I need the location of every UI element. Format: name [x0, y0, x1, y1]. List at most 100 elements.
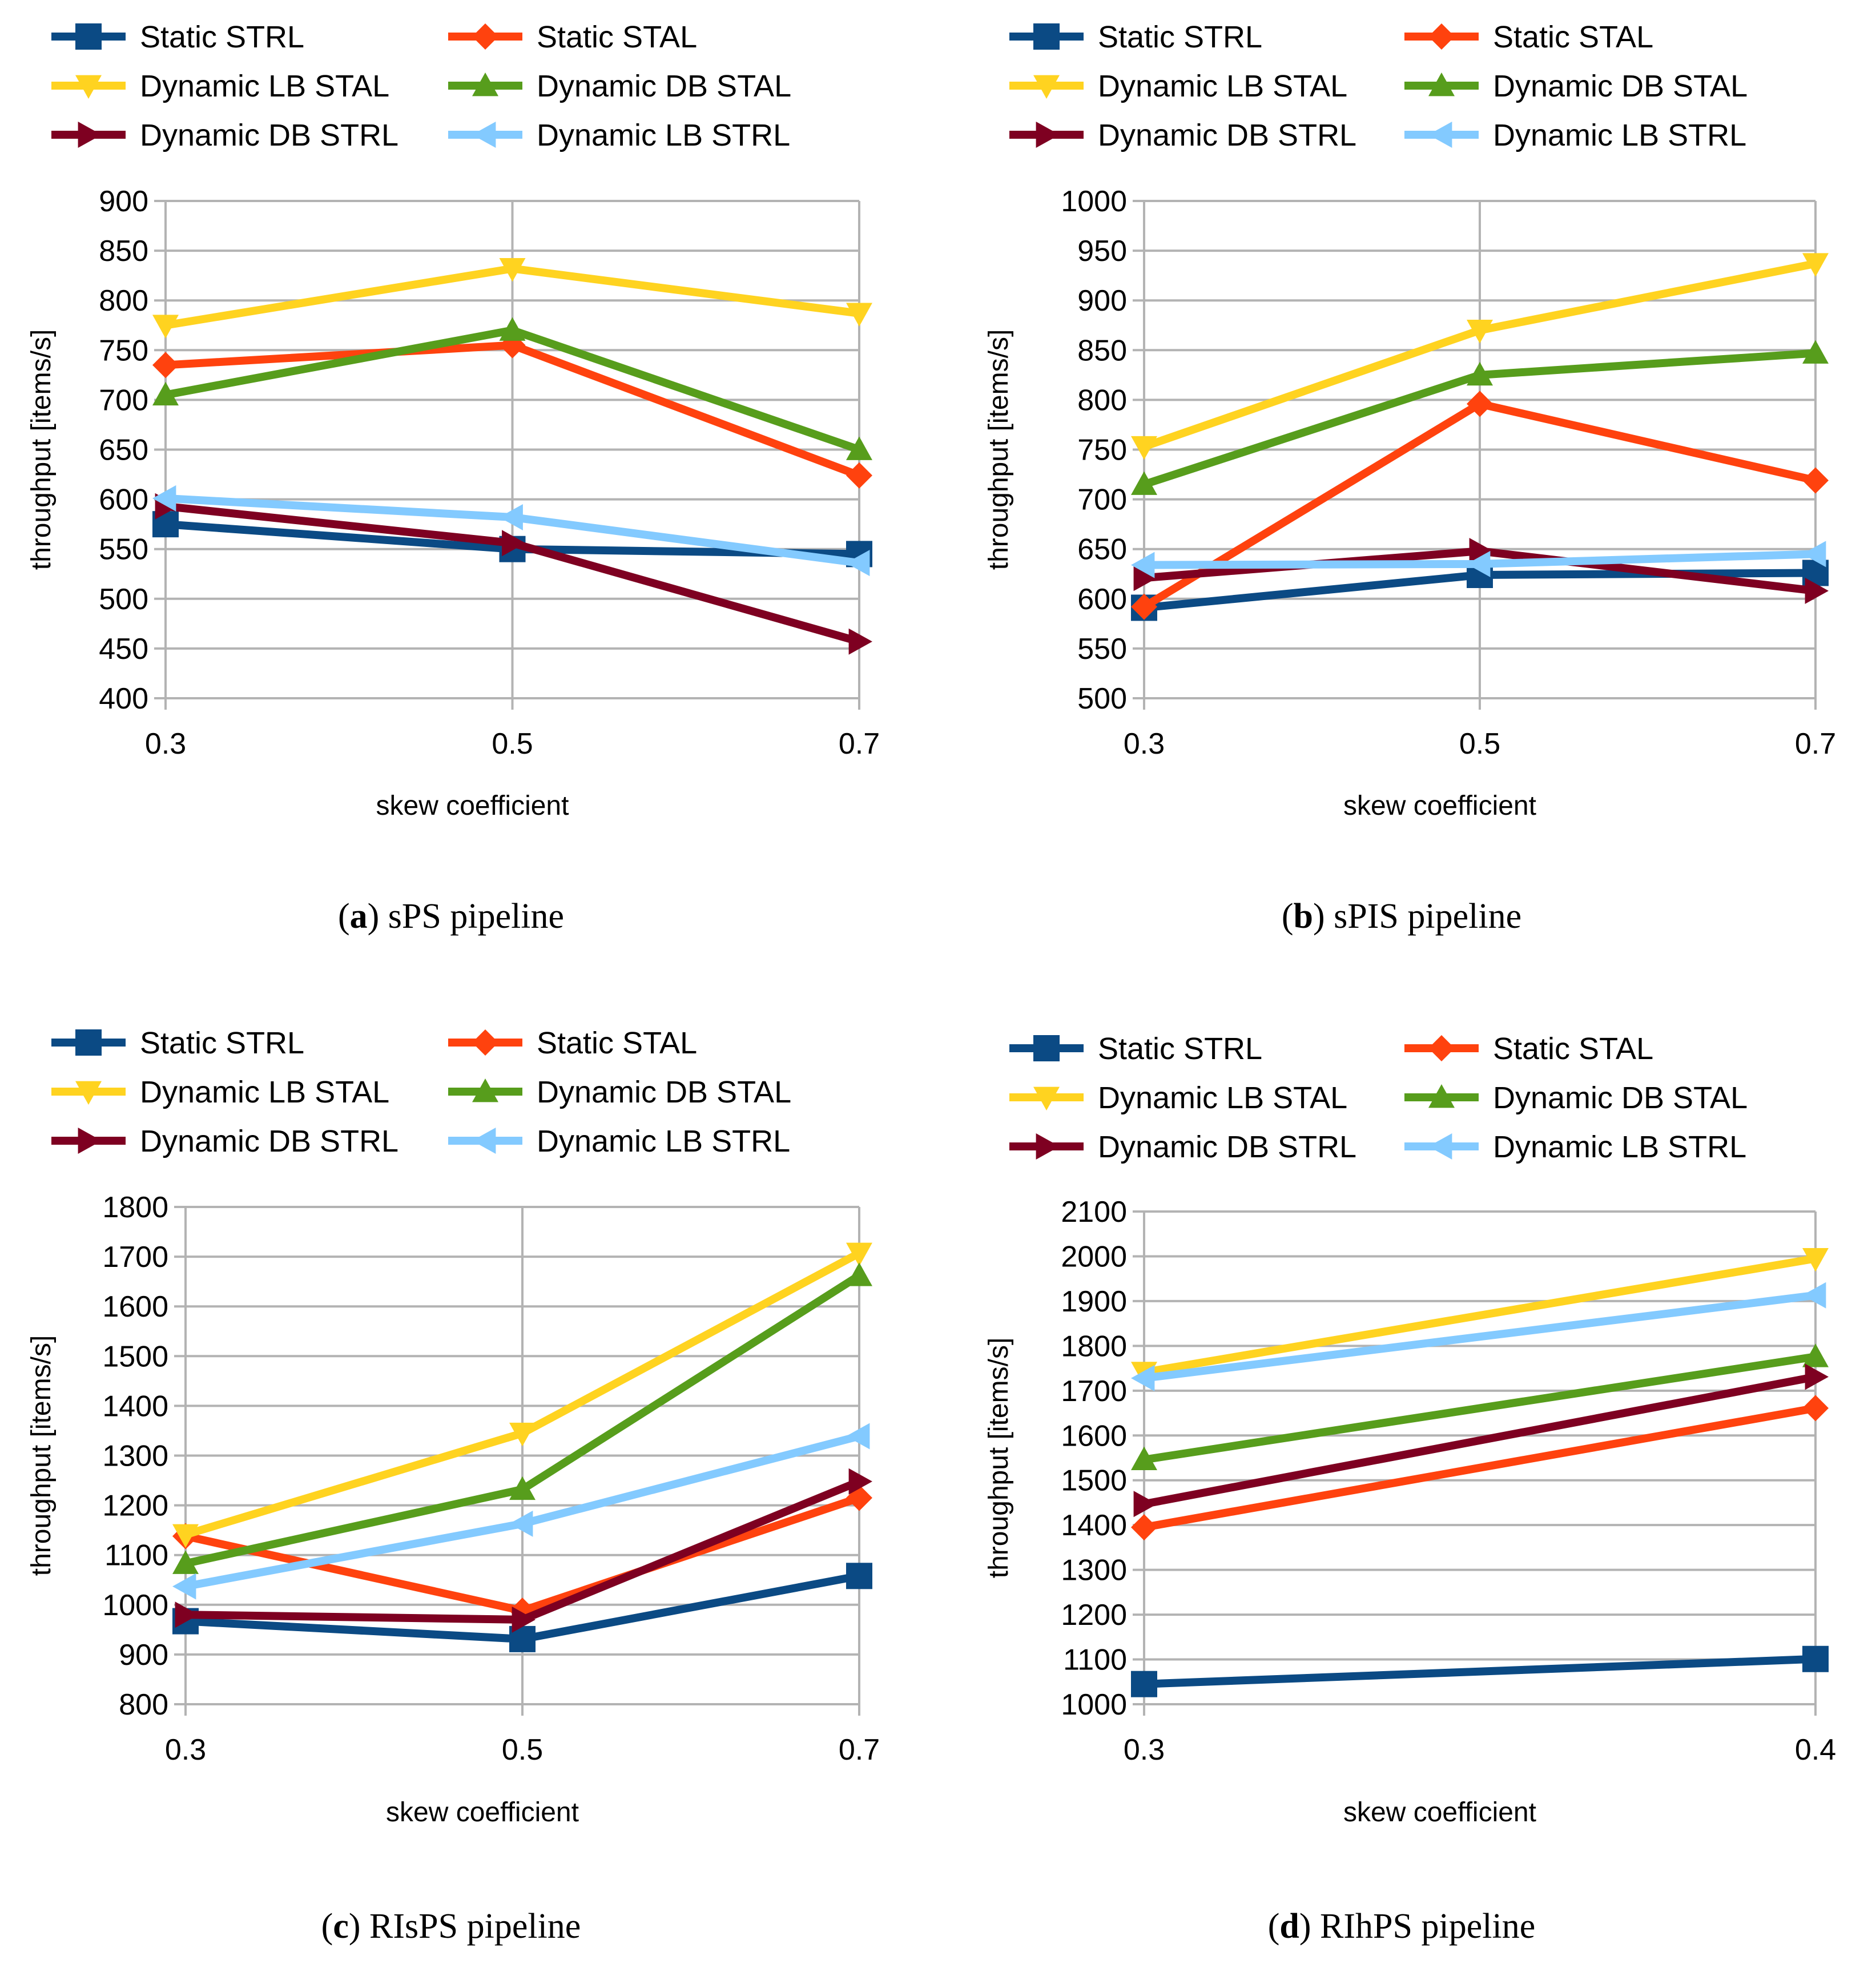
legend-label-static-stal: Static STAL [1493, 1032, 1653, 1066]
legend-marker-static-stal [472, 1029, 498, 1056]
y-tick-label: 1600 [102, 1290, 168, 1323]
data-point-dynamic-lb-stal [1131, 436, 1157, 460]
x-tick-label: 0.3 [1124, 1733, 1165, 1766]
legend-marker-dynamic-lb-strl [472, 1128, 496, 1154]
legend-marker-static-strl [75, 1029, 102, 1056]
data-point-dynamic-db-stal [1131, 471, 1157, 495]
legend-label-static-stal: Static STAL [537, 20, 697, 54]
data-point-dynamic-db-strl [175, 1601, 199, 1628]
legend-label-dynamic-lb-strl: Dynamic LB STRL [537, 1124, 790, 1158]
x-tick-label: 0.3 [1124, 727, 1165, 760]
caption-text: sPIS pipeline [1334, 897, 1521, 936]
data-point-dynamic-lb-strl [499, 504, 523, 530]
caption-paren-close: ) [349, 1907, 369, 1946]
caption-b: (b) sPIS pipeline [1282, 897, 1521, 936]
legend-label-static-stal: Static STAL [537, 1026, 697, 1060]
legend-label-dynamic-db-stal: Dynamic DB STAL [537, 1075, 791, 1109]
data-point-dynamic-lb-stal [846, 303, 872, 327]
y-tick-label: 1400 [1061, 1509, 1127, 1542]
x-tick-label: 0.3 [145, 727, 186, 760]
data-point-dynamic-lb-stal [152, 315, 179, 339]
legend-label-static-stal: Static STAL [1493, 20, 1653, 54]
y-tick-label: 1300 [102, 1440, 168, 1473]
data-point-dynamic-lb-strl [1802, 541, 1826, 568]
y-axis-title: throughput [items/s] [984, 1338, 1014, 1579]
y-tick-label: 1200 [102, 1490, 168, 1523]
legend-marker-dynamic-db-stal [1428, 73, 1455, 96]
legend-marker-dynamic-db-stal [1428, 1084, 1455, 1108]
legend-label-dynamic-db-stal: Dynamic DB STAL [537, 69, 791, 103]
y-tick-label: 650 [99, 434, 148, 467]
data-point-dynamic-db-stal [1802, 1343, 1829, 1367]
caption-text: sPS pipeline [388, 897, 564, 936]
data-point-dynamic-db-strl [848, 1468, 872, 1495]
y-tick-label: 1000 [1061, 1688, 1127, 1721]
series-line-static-strl [1140, 1655, 1819, 1688]
y-tick-label: 1500 [1061, 1464, 1127, 1498]
caption-d: (d) RIhPS pipeline [1268, 1907, 1535, 1946]
y-tick-label: 1100 [104, 1539, 168, 1572]
data-point-dynamic-db-strl [1469, 538, 1493, 565]
data-point-dynamic-lb-strl [1467, 550, 1491, 577]
data-point-static-stal [1131, 593, 1157, 620]
legend-marker-static-strl [1033, 1035, 1060, 1061]
data-point-dynamic-db-stal [846, 1262, 872, 1286]
legend-marker-dynamic-lb-strl [1428, 1133, 1452, 1160]
data-point-dynamic-db-stal [152, 381, 179, 406]
x-tick-label: 0.7 [1795, 727, 1836, 760]
legend-label-static-strl: Static STRL [140, 1026, 304, 1060]
caption-paren-close: ) [1299, 1907, 1320, 1946]
y-tick-label: 800 [119, 1688, 168, 1721]
y-tick-label: 1800 [102, 1191, 168, 1224]
y-tick-label: 1000 [1061, 185, 1127, 218]
legend-label-dynamic-db-strl: Dynamic DB STRL [140, 1124, 398, 1158]
x-tick-label: 0.5 [1459, 727, 1500, 760]
x-tick-label: 0.7 [839, 1733, 880, 1766]
legend-marker-dynamic-lb-stal [1033, 75, 1060, 99]
legend-label-dynamic-db-strl: Dynamic DB STRL [1098, 1130, 1356, 1164]
data-point-dynamic-db-strl [1805, 1363, 1829, 1390]
data-point-dynamic-db-stal [509, 1476, 536, 1500]
panel-d: 1000 1100 1200 1300 1400 1500 1600 1700 1800 1900… [984, 1032, 1836, 1946]
legend-label-static-strl: Static STRL [1098, 20, 1262, 54]
data-point-dynamic-lb-strl [172, 1573, 196, 1600]
x-axis-title: skew coefficient [376, 791, 569, 821]
panel-c: 800 900 1000 1100 1200 1300 1400 1500 1600 1700 18… [26, 1026, 880, 1946]
data-point-dynamic-db-stal [846, 436, 872, 460]
legend-marker-dynamic-db-strl [1036, 1133, 1060, 1160]
legend-marker-dynamic-db-stal [472, 73, 498, 96]
x-tick-label: 0.5 [492, 727, 533, 760]
caption-paren-close: ) [368, 897, 388, 936]
legend-marker-dynamic-lb-strl [472, 122, 496, 148]
data-point-dynamic-lb-strl [152, 485, 176, 512]
data-point-static-stal [1802, 467, 1829, 494]
y-tick-label: 650 [1077, 533, 1127, 566]
data-point-dynamic-lb-stal [499, 258, 526, 282]
data-point-dynamic-lb-strl [509, 1510, 533, 1537]
y-tick-label: 850 [99, 235, 148, 268]
x-tick-label: 0.3 [165, 1733, 206, 1766]
y-tick-label: 550 [1077, 633, 1127, 666]
y-tick-label: 1800 [1061, 1330, 1127, 1363]
legend-label-dynamic-lb-stal: Dynamic LB STAL [140, 69, 389, 103]
legend-label-dynamic-lb-strl: Dynamic LB STRL [537, 118, 790, 152]
x-tick-label: 0.5 [502, 1733, 543, 1766]
y-tick-label: 1100 [1063, 1644, 1127, 1677]
legend-marker-dynamic-lb-stal [75, 75, 102, 99]
y-tick-label: 1200 [1061, 1599, 1127, 1632]
data-point-static-stal [1802, 1395, 1829, 1422]
y-tick-label: 900 [99, 185, 148, 218]
legend-label-dynamic-db-stal: Dynamic DB STAL [1493, 1081, 1748, 1115]
data-point-static-stal [1467, 391, 1493, 417]
legend-label-static-strl: Static STRL [1098, 1032, 1262, 1066]
data-point-dynamic-lb-stal [1802, 1247, 1829, 1272]
caption-text: RIhPS pipeline [1320, 1907, 1535, 1946]
legend-marker-static-stal [1428, 1035, 1455, 1061]
series-line-dynamic-lb-strl [1140, 1291, 1819, 1382]
y-tick-label: 500 [99, 583, 148, 616]
y-tick-label: 500 [1077, 682, 1127, 715]
data-point-dynamic-lb-strl [846, 1423, 870, 1450]
legend-marker-dynamic-lb-stal [75, 1081, 102, 1105]
y-tick-label: 1700 [102, 1241, 168, 1274]
